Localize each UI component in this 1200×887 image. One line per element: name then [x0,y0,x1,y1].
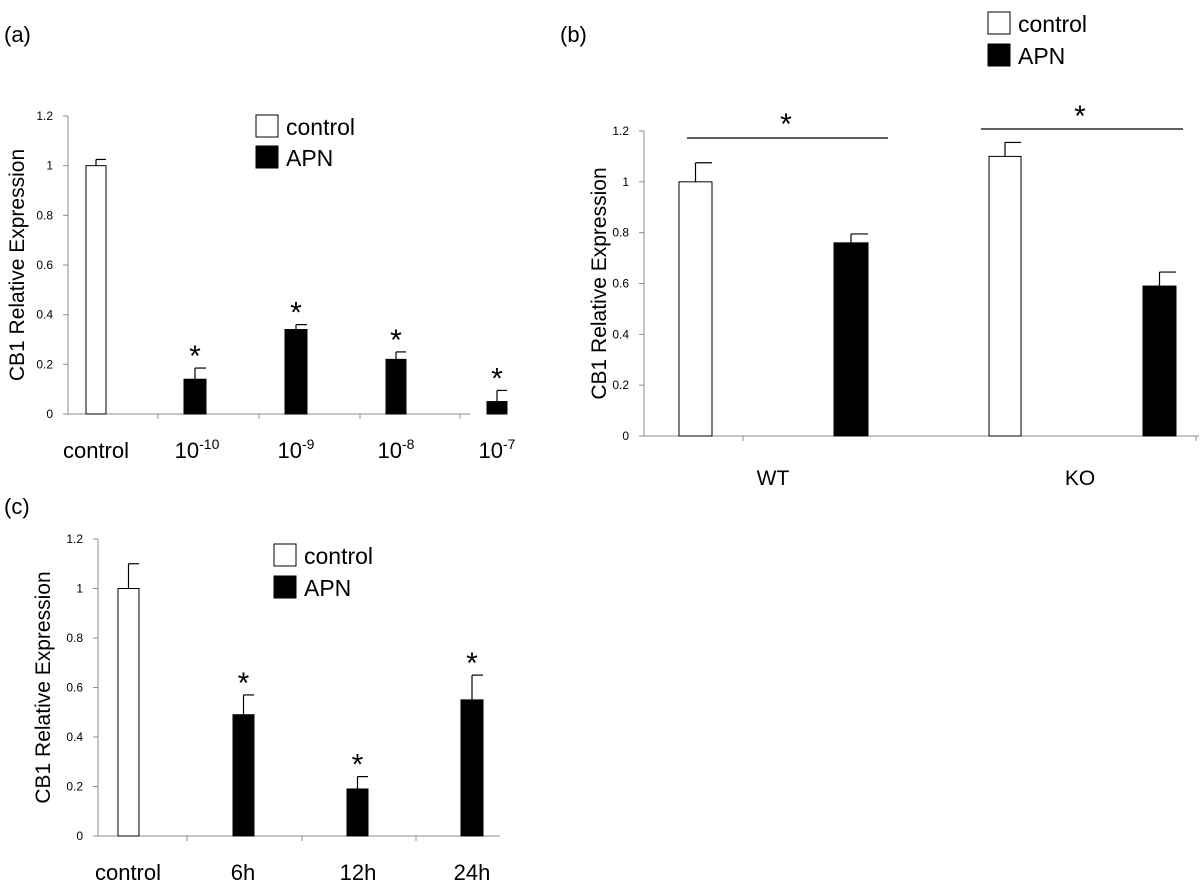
bar-apn [460,699,484,837]
x-category-label: 10-8 [378,436,415,463]
panel-label: (b) [560,22,587,47]
legend-swatch-control [273,543,297,567]
y-tick-label: 0.4 [36,308,53,322]
significance-star: * [290,297,302,330]
x-category-label: control [63,438,129,463]
y-axis-label: CB1 Relative Expression [6,149,29,381]
y-tick-label: 1.2 [36,109,53,123]
y-tick-label: 1 [76,582,83,596]
x-category-label: 24h [454,860,491,885]
legend-label: APN [1018,43,1065,69]
x-category-label: 10-9 [278,436,315,463]
x-category-label: KO [1065,467,1095,490]
bar-control [988,155,1022,437]
y-tick-label: 0.6 [36,258,53,272]
bar-apn [486,401,508,415]
legend-swatch-apn [273,575,297,599]
y-tick-label: 0.4 [66,730,83,744]
significance-star: * [352,749,364,782]
legend-label: APN [286,145,333,171]
y-axis-label: CB1 Relative Expression [32,571,55,803]
x-category-label: 10-7 [479,436,516,463]
legend: control APN [987,11,1087,69]
bar-apn [284,329,308,415]
legend-label: control [304,543,373,569]
y-tick-label: 0.6 [66,681,83,695]
y-tick-label: 0.2 [36,357,53,371]
bar-apn [346,788,369,837]
x-category-label: WT [757,467,790,490]
legend-swatch-apn [987,43,1011,67]
significance-star: * [1074,100,1086,133]
x-category-label: 12h [340,860,377,885]
legend: control APN [255,114,355,171]
significance-star: * [189,340,201,373]
legend-label: control [1018,11,1087,37]
bar-apn [232,714,255,837]
y-tick-label: 1 [622,175,629,189]
x-category-label: control [95,860,161,885]
panel-label: (c) [4,494,30,519]
significance-star: * [466,647,478,680]
y-tick-label: 0.4 [612,327,629,341]
legend-swatch-apn [255,145,279,169]
panel-c: (c) CB1 Relative Expression 0 0.2 0.4 0.6 0.8 1… [4,494,500,885]
significance-star: * [491,362,503,395]
panel-a: (a) CB1 Relative Expression 0 0.2 0.4 0.6 0.8 1… [4,22,516,463]
y-tick-label: 0.8 [36,208,53,222]
bar-apn [183,378,207,415]
y-tick-label: 1 [46,159,53,173]
y-tick-label: 0.8 [612,226,629,240]
panel-label: (a) [4,22,31,47]
bar-apn [833,242,869,437]
y-tick-label: 0.8 [66,631,83,645]
bar-control [117,588,140,837]
bar-apn [385,358,407,415]
bar-apn [1142,285,1177,437]
y-tick-label: 0 [76,829,83,843]
y-tick-label: 0.6 [612,277,629,291]
y-tick-label: 0.2 [66,780,83,794]
x-category-label: 6h [231,860,255,885]
bar-control [85,165,107,415]
y-tick-label: 1.2 [612,124,629,138]
legend-swatch-control [255,114,279,138]
legend-swatch-control [987,11,1011,35]
y-tick-label: 0.2 [612,378,629,392]
y-tick-label: 1.2 [66,532,83,546]
legend-label: control [286,114,355,140]
y-tick-label: 0 [46,407,53,421]
y-axis-label: CB1 Relative Expression [588,167,611,399]
significance-star: * [390,324,402,357]
legend-label: APN [304,575,351,601]
y-tick-label: 0 [622,429,629,443]
panel-b: (b) CB1 Relative Expression 0 0.2 0.4 0.6 0.8 1… [560,11,1199,490]
significance-star: * [238,667,250,700]
x-category-label: 10-10 [175,436,220,463]
bar-control [678,181,713,437]
significance-star: * [780,108,792,141]
legend: control APN [273,543,373,601]
